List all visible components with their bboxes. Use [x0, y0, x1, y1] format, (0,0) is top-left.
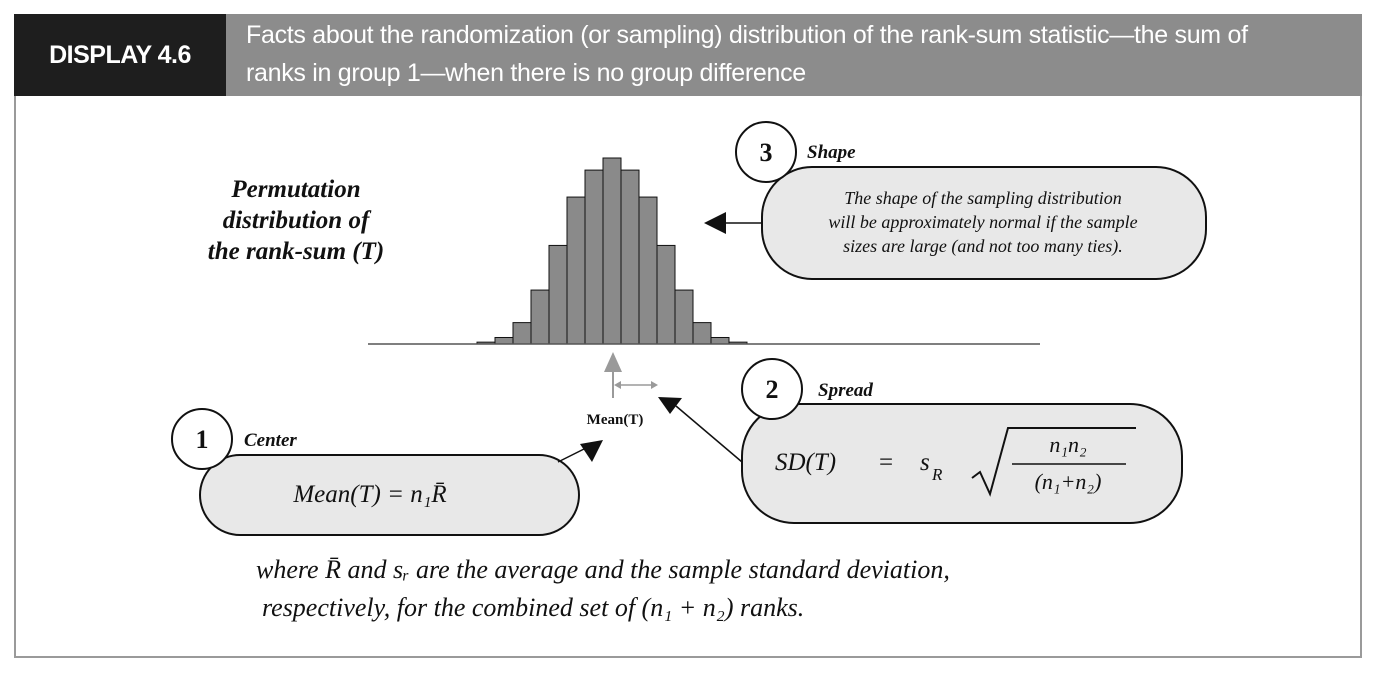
- histogram-bar: [494, 336, 514, 345]
- mean-label: Mean(T): [587, 412, 644, 428]
- spread-lhs: SD(T): [775, 449, 836, 476]
- spread-equals: =: [879, 449, 893, 476]
- histogram-bar: [620, 169, 640, 345]
- histogram-bar: [710, 336, 730, 345]
- histogram-bar: [512, 322, 532, 345]
- center-arrow-icon: [580, 440, 603, 462]
- spread-title: Spread: [818, 380, 873, 401]
- histogram-bar: [584, 169, 604, 345]
- histogram-bar: [566, 196, 586, 345]
- histogram-title-line3: the rank-sum (T): [208, 238, 384, 265]
- center-number-circle: [171, 408, 233, 470]
- center-title: Center: [244, 430, 297, 451]
- shape-text-line1: The shape of the sampling distribution: [844, 188, 1122, 208]
- display-title: Facts about the randomization (or sampli…: [226, 14, 1362, 96]
- shape-arrow-icon: [704, 212, 726, 234]
- shape-title: Shape: [807, 142, 856, 163]
- histogram-bar: [548, 244, 568, 345]
- spread-arrow-icon: [658, 397, 682, 414]
- histogram-bar: [656, 244, 676, 345]
- spread-number: 2: [766, 375, 779, 404]
- histogram-bars: [476, 157, 748, 345]
- spread-number-circle: [741, 358, 803, 420]
- shape-number-circle: [735, 121, 797, 183]
- spread-numerator: n₁n₂: [1049, 432, 1087, 457]
- spread-sr: s: [920, 449, 930, 476]
- histogram-bar: [638, 196, 658, 345]
- mean-indicator: [604, 352, 658, 398]
- histogram-title-line1: Permutation: [230, 176, 360, 203]
- shape-callout: 3 Shape The shape of the sampling distri…: [735, 121, 1207, 280]
- shape-text-line3: sizes are large (and not too many ties).: [843, 236, 1123, 257]
- display-label: DISPLAY 4.6: [14, 14, 226, 96]
- footnote-line2: respectively, for the combined set of (n…: [262, 593, 804, 622]
- shape-number: 3: [760, 138, 773, 167]
- spread-callout: 2 Spread SD(T) = s R n₁n₂ (n₁+n₂): [741, 358, 1183, 524]
- histogram-bar: [530, 289, 550, 345]
- spread-sr-sub: R: [931, 465, 943, 484]
- sqrt-sign-icon: [971, 427, 1136, 497]
- histogram-bar: [692, 322, 712, 345]
- histogram-title-line2: distribution of: [223, 207, 372, 234]
- center-callout: 1 Center Mean(T) = n₁R̄: [171, 408, 580, 536]
- histogram-bar: [674, 289, 694, 345]
- center-formula: Mean(T) = n₁R̄: [292, 481, 446, 508]
- display-title-line1: Facts about the randomization (or sampli…: [246, 21, 1248, 49]
- mean-up-arrow-icon: [604, 352, 622, 372]
- spread-denominator: (n₁+n₂): [1035, 469, 1102, 494]
- display-title-line2: ranks in group 1—when there is no group …: [246, 59, 806, 87]
- footnote-line1: where R̄ and sᵣ are the average and the …: [256, 555, 950, 584]
- shape-text-line2: will be approximately normal if the samp…: [828, 212, 1137, 232]
- histogram-bar: [602, 157, 622, 345]
- center-number: 1: [196, 425, 209, 454]
